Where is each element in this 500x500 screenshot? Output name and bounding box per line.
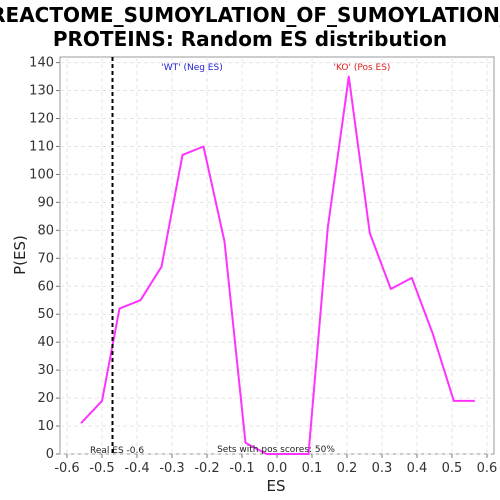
y-tick-label: 50 (37, 307, 54, 322)
y-tick-label: 60 (37, 279, 54, 294)
es-distribution-series-line (80, 75, 475, 455)
y-tick-label: 130 (29, 84, 54, 99)
y-tick-label: 120 (29, 112, 54, 127)
pos-scores-label: Sets with pos scores: 50% (217, 445, 335, 455)
y-tick-label: 110 (29, 139, 54, 154)
tick-layer: -0.6 -0.5 -0.4 -0.3 -0.2 -0.1 0.0 0.1 0.2 0.3 0.4 0… (29, 56, 497, 476)
y-tick-label: 100 (29, 167, 54, 182)
grid-layer (60, 57, 494, 455)
x-tick-label: -0.4 (124, 461, 149, 476)
y-axis-label: P(ES) (11, 235, 29, 275)
x-tick-label: 0.4 (407, 461, 428, 476)
x-tick-label: -0.6 (54, 461, 79, 476)
x-tick-label: -0.1 (229, 461, 254, 476)
x-tick-label: 0.6 (477, 461, 498, 476)
x-tick-label: 0.5 (442, 461, 463, 476)
x-tick-label: 0.0 (267, 461, 288, 476)
chart-title-line-2: PROTEINS: Random ES distribution (53, 27, 447, 51)
y-tick-label: 30 (37, 363, 54, 378)
y-tick-label: 70 (37, 251, 54, 266)
y-tick-label: 140 (29, 56, 54, 71)
y-tick-label: 90 (37, 195, 54, 210)
wt-neg-es-label: 'WT' (Neg ES) (161, 63, 222, 73)
x-tick-label: 0.2 (337, 461, 358, 476)
y-tick-label: 20 (37, 391, 54, 406)
x-tick-label: 0.3 (372, 461, 393, 476)
x-tick-label: -0.3 (159, 461, 184, 476)
x-tick-label: 0.1 (302, 461, 323, 476)
x-tick-label: -0.5 (89, 461, 114, 476)
series-layer (80, 75, 475, 455)
ko-pos-es-label: 'KO' (Pos ES) (334, 63, 391, 73)
y-tick-label: 40 (37, 335, 54, 350)
y-tick-label: 80 (37, 223, 54, 238)
y-tick-label: 0 (46, 447, 54, 462)
chart-title-line-1: REACTOME_SUMOYLATION_OF_SUMOYLATION_ (0, 3, 500, 27)
x-axis-label: ES (267, 477, 286, 495)
x-tick-label: -0.2 (194, 461, 219, 476)
real-es-label: Real ES -0.6 (90, 446, 144, 456)
y-tick-label: 10 (37, 419, 54, 434)
